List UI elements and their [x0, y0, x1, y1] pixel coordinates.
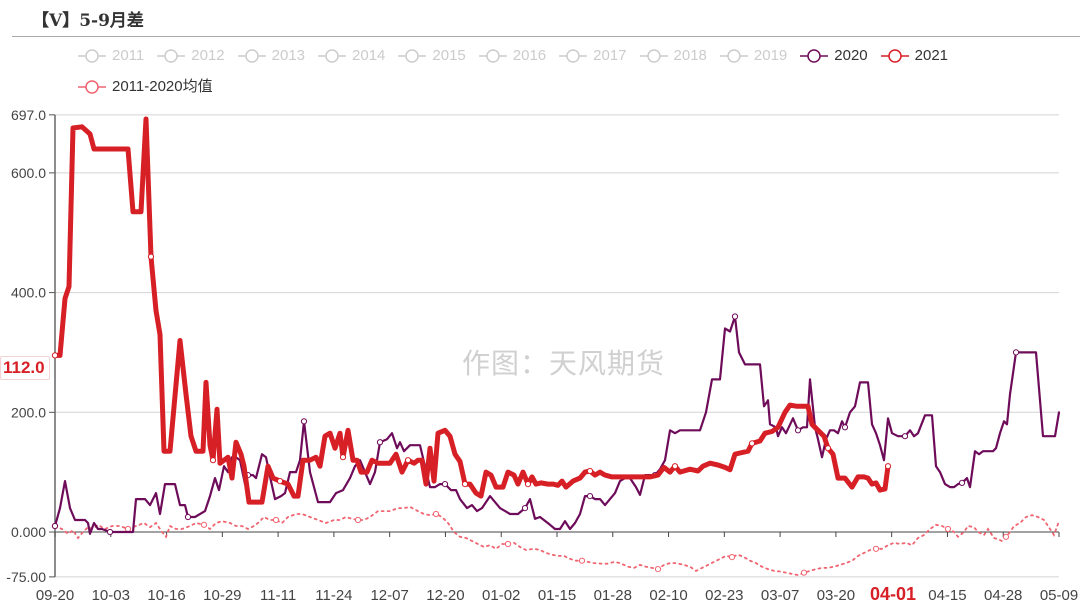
x-tick-label: 12-07 [370, 587, 408, 604]
x-tick-label: 10-29 [203, 587, 241, 604]
legend-item-2012[interactable]: 2012 [157, 42, 225, 70]
legend-item-2019[interactable]: 2019 [719, 42, 788, 70]
series-line-2021 [52, 116, 891, 505]
legend-label: 2018 [673, 47, 707, 64]
y-tick-label: 200.0 [11, 404, 46, 420]
legend-item-2011-2020均值[interactable]: 2011-2020均值 [78, 73, 213, 101]
legend-item-2020[interactable]: 2020 [800, 42, 868, 70]
x-tick-label: 02-23 [705, 587, 743, 604]
legend-item-2011[interactable]: 2011 [78, 42, 144, 70]
legend-label: 2011 [112, 47, 145, 64]
y-tick-label: 400.0 [11, 285, 46, 301]
legend-label: 2016 [512, 47, 547, 64]
legend-line-circle-icon [639, 49, 668, 63]
legend-label: 2021 [914, 47, 949, 64]
x-tick-label: 04-15 [928, 587, 966, 604]
legend-line-circle-icon [398, 49, 427, 63]
legend-line-circle-icon [78, 80, 106, 94]
legend-item-2014[interactable]: 2014 [318, 42, 385, 70]
y-tick-label: 0.000 [11, 524, 46, 540]
legend-line-circle-icon [78, 49, 106, 63]
legend-line-circle-icon [719, 49, 748, 63]
legend-label: 2011-2020均值 [112, 78, 213, 95]
legend-line-circle-icon [318, 49, 347, 63]
legend-line-circle-icon [478, 49, 507, 63]
legend-line-circle-icon [157, 49, 186, 63]
axis-pointer-y-label: 112.0 [0, 356, 50, 380]
legend-line-circle-icon [800, 49, 829, 63]
axis-pointer-x-label: 04-01 [866, 584, 921, 605]
x-tick-label: 11-24 [315, 587, 352, 604]
x-tick-label: 12-20 [426, 587, 464, 604]
legend-item-2021[interactable]: 2021 [880, 42, 949, 70]
legend-label: 2020 [834, 47, 868, 64]
legend-label: 2019 [753, 47, 788, 64]
x-tick-label: 03-20 [817, 587, 855, 604]
x-tick-label: 11-11 [260, 587, 296, 604]
legend-label: 2012 [191, 47, 225, 64]
x-tick-label: 01-15 [538, 587, 576, 604]
legend-label: 2013 [271, 47, 306, 64]
x-tick-label: 09-20 [36, 587, 74, 604]
legend-label: 2017 [593, 47, 627, 64]
legend-item-2015[interactable]: 2015 [398, 42, 466, 70]
series-line-2011-2020均值 [54, 505, 1060, 577]
series-line-2020 [53, 315, 1061, 535]
legend-item-2017[interactable]: 2017 [559, 42, 627, 70]
y-tick-label: -75.00 [6, 569, 46, 585]
legend-line-circle-icon [880, 49, 909, 63]
legend-label: 2014 [352, 47, 386, 64]
y-tick-label: 600.0 [11, 165, 46, 181]
legend-item-2018[interactable]: 2018 [639, 42, 707, 70]
legend-line-circle-icon [237, 49, 266, 63]
legend-item-2016[interactable]: 2016 [478, 42, 547, 70]
chart-title: 【V】5-9月差 [32, 11, 144, 31]
x-tick-label: 05-09 [1040, 587, 1078, 604]
x-tick-label: 01-02 [482, 587, 520, 604]
legend-label: 2015 [432, 47, 466, 64]
x-tick-label: 10-16 [147, 587, 185, 604]
legend-line-circle-icon [559, 49, 588, 63]
x-tick-label: 10-03 [92, 587, 130, 604]
legend: 2011 2012 2013 2014 2015 2016 2017 2018 2019 2020… [78, 42, 1078, 104]
x-tick-label: 02-10 [649, 587, 687, 604]
title-divider [12, 36, 1080, 37]
y-tick-label: 697.0 [11, 107, 46, 123]
x-tick-label: 04-28 [984, 587, 1022, 604]
legend-item-2013[interactable]: 2013 [237, 42, 306, 70]
x-tick-label: 03-07 [761, 587, 799, 604]
x-tick-label: 01-28 [594, 587, 632, 604]
watermark: 作图：天风期货 [462, 348, 666, 379]
